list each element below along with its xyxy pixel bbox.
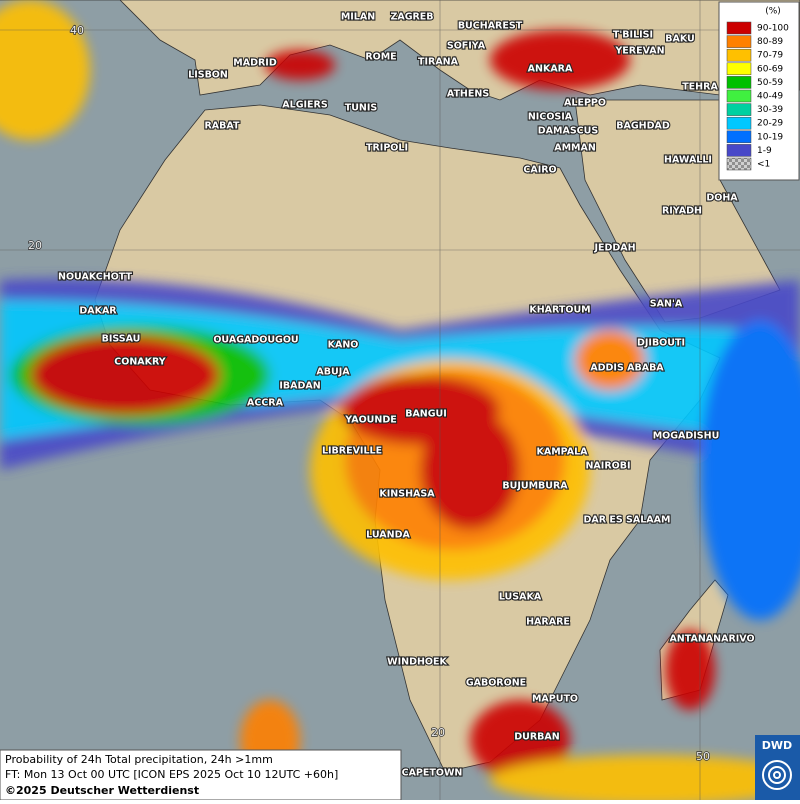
city-label: OUAGADOUGOU bbox=[213, 335, 298, 346]
city-label: KINSHASA bbox=[379, 489, 435, 500]
legend-label: 30-39 bbox=[757, 105, 783, 115]
legend-label: 20-29 bbox=[757, 119, 783, 129]
city-label: HAWALLI bbox=[664, 155, 712, 166]
legend-swatch bbox=[726, 130, 752, 144]
city-label: LUSAKA bbox=[499, 592, 542, 603]
legend-swatch bbox=[726, 144, 752, 157]
city-label: HARARE bbox=[526, 617, 570, 628]
legend-label: 70-79 bbox=[757, 51, 783, 61]
legend-swatch bbox=[726, 62, 752, 76]
city-label: YEREVAN bbox=[614, 46, 664, 57]
caption-box bbox=[0, 749, 402, 801]
city-label: TUNIS bbox=[345, 103, 378, 114]
city-label: CONAKRY bbox=[114, 357, 166, 368]
city-label: DURBAN bbox=[514, 732, 560, 743]
city-label: ROME bbox=[365, 52, 396, 63]
grid-label: 20 bbox=[431, 726, 445, 739]
city-label: ZAGREB bbox=[390, 12, 433, 23]
legend-label: 90-100 bbox=[757, 24, 789, 34]
city-label: TIRANA bbox=[418, 57, 459, 68]
city-label: GABORONE bbox=[466, 678, 526, 689]
city-label: ANTANANARIVO bbox=[669, 634, 754, 645]
city-label: KHARTOUM bbox=[529, 305, 590, 316]
legend-swatch bbox=[726, 35, 752, 48]
city-label: ADDIS ABABA bbox=[590, 363, 664, 374]
city-label: RABAT bbox=[204, 121, 240, 132]
legend-label: 50-59 bbox=[757, 78, 783, 88]
city-label: LISBON bbox=[188, 70, 228, 81]
grid-label: 50 bbox=[696, 750, 710, 763]
city-label: BANGUI bbox=[405, 409, 447, 420]
grid-label: 20 bbox=[28, 239, 42, 252]
logo-text: DWD bbox=[762, 739, 792, 752]
city-label: LUANDA bbox=[366, 530, 410, 541]
logo-icon bbox=[762, 760, 792, 790]
city-label: ALGIERS bbox=[282, 100, 328, 111]
city-label: TRIPOLI bbox=[366, 143, 408, 154]
city-label: KANO bbox=[328, 340, 359, 351]
legend-swatch bbox=[726, 103, 752, 116]
legend-swatch bbox=[726, 21, 752, 35]
city-label: TEHRA bbox=[682, 82, 718, 93]
city-label: BAKU bbox=[665, 34, 695, 45]
city-label: DAR ES SALAAM bbox=[584, 515, 671, 526]
city-label: NOUAKCHOTT bbox=[58, 272, 132, 283]
city-label: DAKAR bbox=[79, 306, 117, 317]
city-label: BAGHDAD bbox=[616, 121, 670, 132]
city-label: CAIRO bbox=[523, 165, 556, 176]
city-label: T'BILISI bbox=[613, 30, 653, 41]
city-label: JEDDAH bbox=[593, 243, 635, 254]
city-label: ANKARA bbox=[528, 64, 573, 75]
legend-label: <1 bbox=[757, 160, 770, 170]
legend-swatch bbox=[726, 48, 752, 62]
city-label: SAN'A bbox=[650, 299, 683, 310]
city-label: BISSAU bbox=[102, 334, 141, 345]
city-label: NICOSIA bbox=[528, 112, 573, 123]
city-label: DJIBOUTI bbox=[637, 338, 685, 349]
city-label: MADRID bbox=[233, 58, 277, 69]
city-label: CAPETOWN bbox=[402, 768, 463, 779]
legend-title: (%) bbox=[765, 7, 781, 17]
grid-label: 40 bbox=[70, 24, 84, 37]
city-label: BUJUMBURA bbox=[502, 481, 568, 492]
grid-labels: 40 20 20 50 bbox=[27, 23, 711, 764]
legend: (%) 90-100 80-89 70-79 60-69 50-59 40-49 30-39… bbox=[718, 1, 800, 181]
city-label: ABUJA bbox=[316, 367, 350, 378]
city-label: IBADAN bbox=[279, 381, 320, 392]
caption-line: ©2025 Deutscher Wetterdienst bbox=[5, 784, 199, 797]
city-label: YAOUNDE bbox=[344, 415, 396, 426]
city-label: ALEPPO bbox=[564, 98, 606, 109]
legend-swatch bbox=[726, 116, 752, 130]
city-label: MOGADISHU bbox=[653, 431, 720, 442]
legend-label: 10-19 bbox=[757, 132, 783, 142]
city-label: MAPUTO bbox=[532, 694, 578, 705]
city-label: SOFIYA bbox=[447, 41, 486, 52]
legend-label: 80-89 bbox=[757, 37, 783, 47]
city-label: LIBREVILLE bbox=[322, 446, 382, 457]
city-label: ACCRA bbox=[247, 398, 284, 409]
city-labels: MILAN ZAGREB BUCHAREST T'BILISI BAKU SOFIYA YE… bbox=[57, 10, 756, 779]
city-label: MILAN bbox=[341, 12, 375, 23]
city-label: AMMAN bbox=[554, 143, 596, 154]
legend-swatch bbox=[726, 89, 752, 103]
legend-swatch bbox=[726, 157, 752, 171]
legend-label: 60-69 bbox=[757, 64, 783, 74]
city-label: RIYADH bbox=[662, 206, 702, 217]
caption-line: FT: Mon 13 Oct 00 UTC [ICON EPS 2025 Oct… bbox=[5, 768, 338, 781]
city-label: ATHENS bbox=[447, 89, 489, 100]
caption-line: Probability of 24h Total precipitation, … bbox=[5, 753, 273, 766]
city-label: DOHA bbox=[706, 193, 738, 204]
city-label: DAMASCUS bbox=[538, 126, 599, 137]
city-label: WINDHOEK bbox=[387, 657, 447, 668]
legend-label: 40-49 bbox=[757, 92, 783, 102]
legend-swatch bbox=[726, 76, 752, 89]
city-label: BUCHAREST bbox=[458, 21, 523, 32]
city-label: KAMPALA bbox=[536, 447, 588, 458]
legend-label: 1-9 bbox=[757, 146, 772, 156]
city-label: NAIROBI bbox=[585, 461, 630, 472]
